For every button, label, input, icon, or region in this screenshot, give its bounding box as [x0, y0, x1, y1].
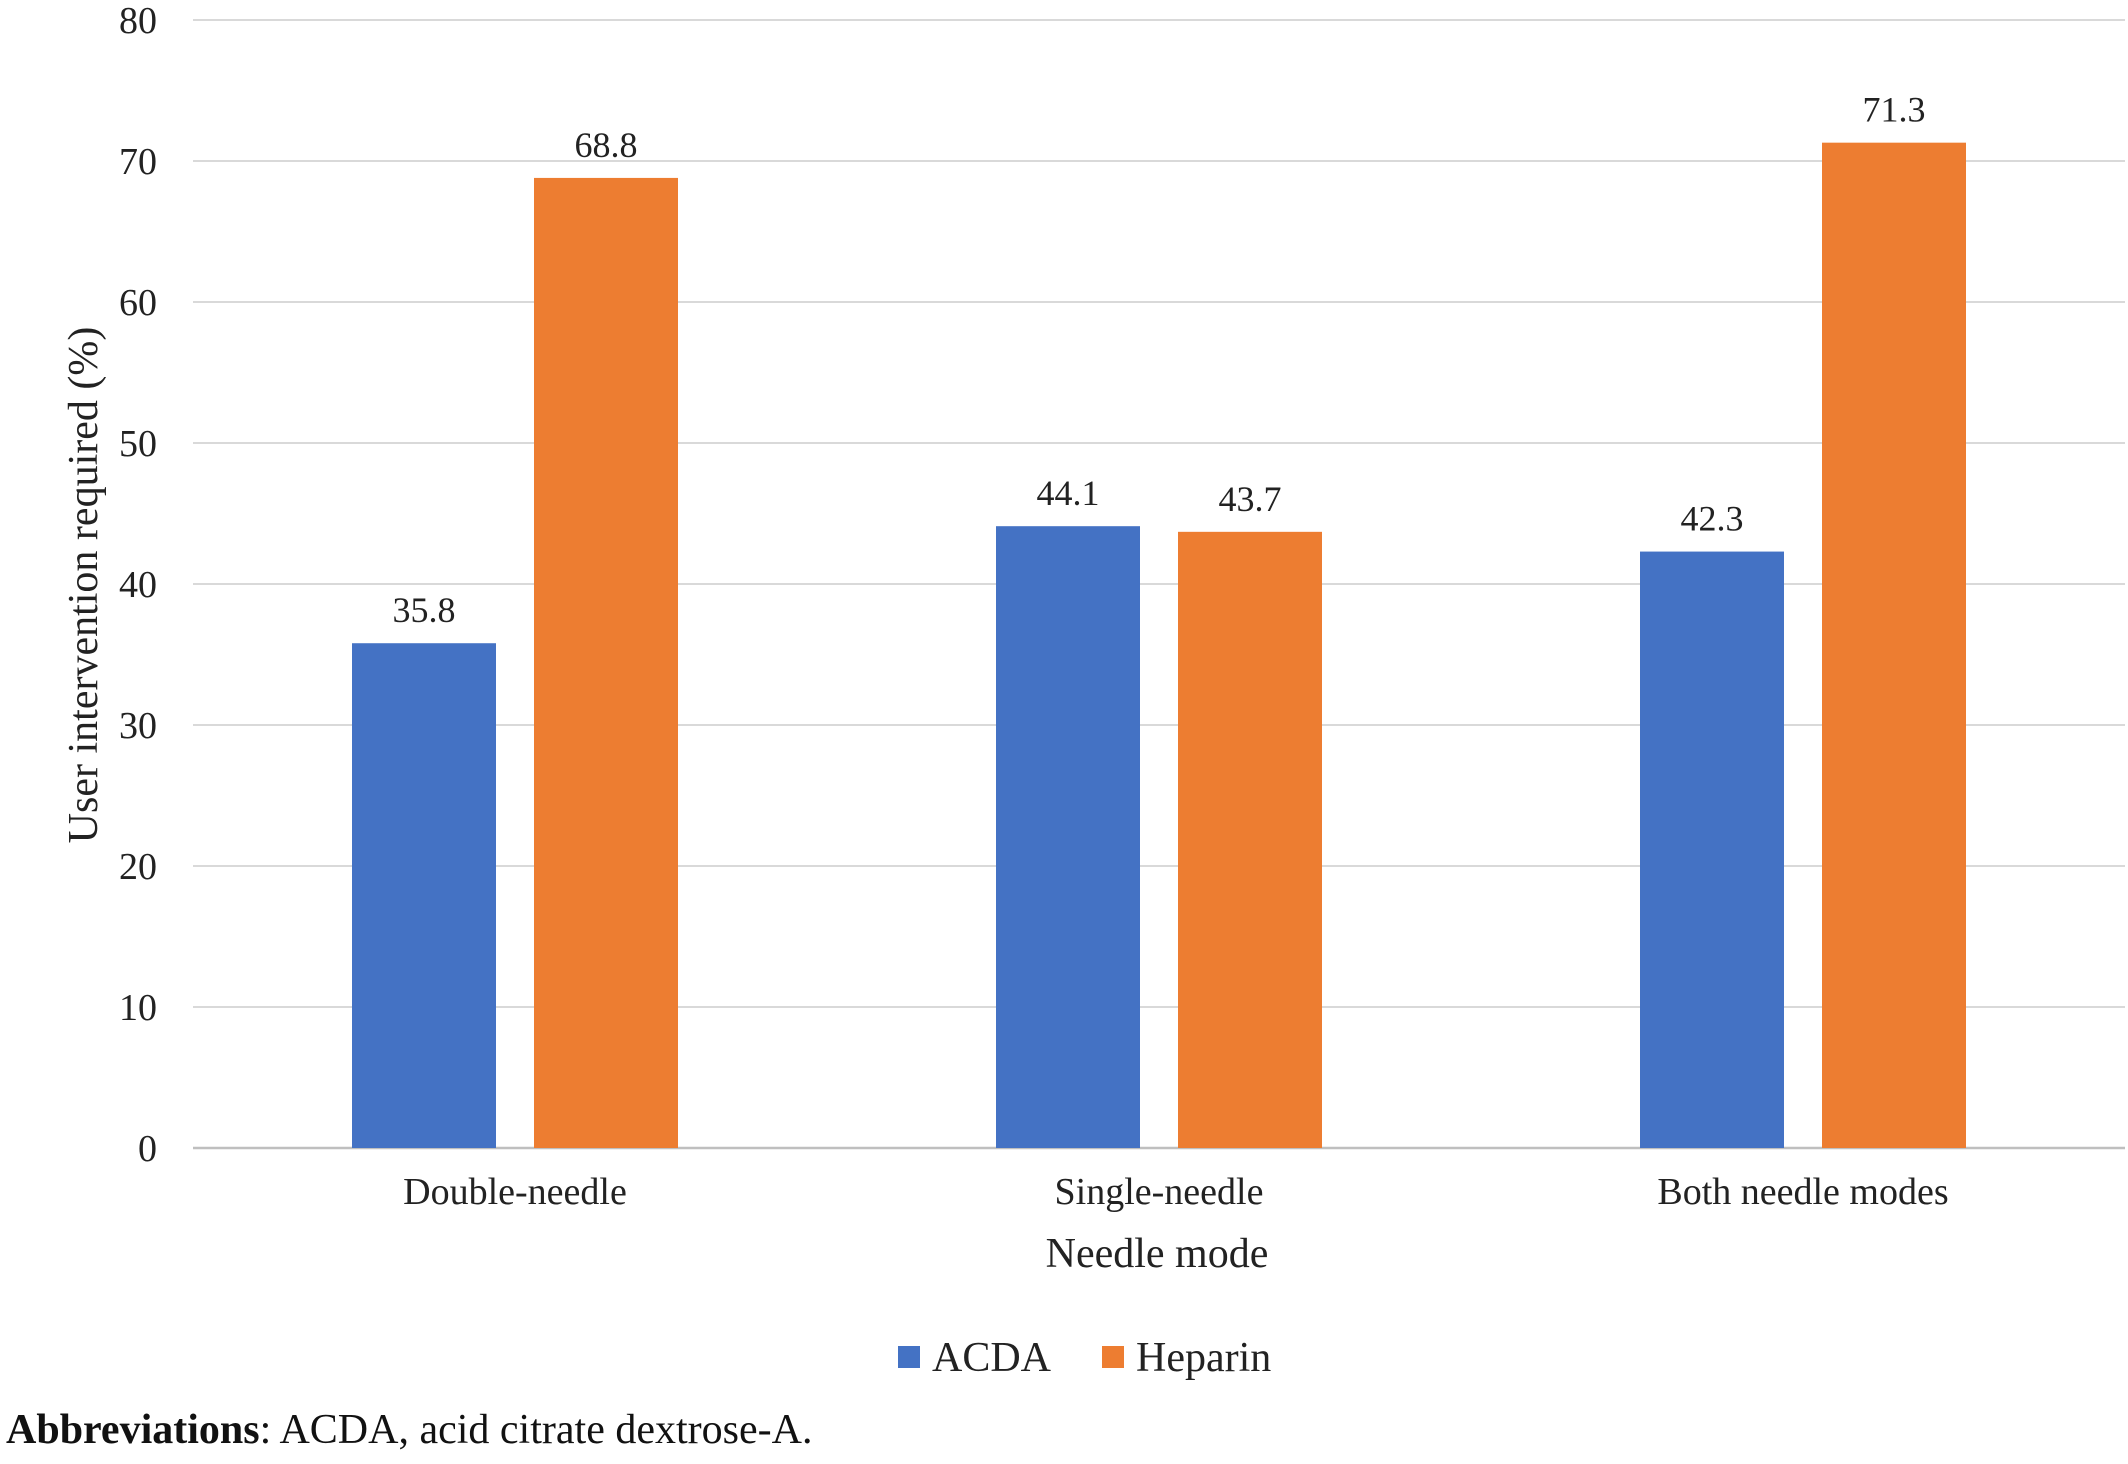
footnote: Abbreviations: ACDA, acid citrate dextro…: [6, 1406, 812, 1454]
data-label: 71.3: [1863, 90, 1926, 130]
data-label: 43.7: [1219, 479, 1282, 519]
y-tick-label: 10: [119, 987, 157, 1029]
gridlines: [193, 19, 2125, 1150]
y-axis-title: User intervention required (%): [61, 327, 107, 844]
legend-label: ACDA: [932, 1335, 1052, 1381]
data-label: 68.8: [575, 125, 638, 165]
footnote-text: : ACDA, acid citrate dextrose-A.: [259, 1407, 813, 1453]
y-tick-label: 50: [119, 423, 157, 465]
legend: ACDA Heparin: [898, 1335, 1271, 1381]
footnote-label: Abbreviations: [6, 1407, 260, 1453]
data-label: 44.1: [1037, 473, 1100, 513]
x-tick-label: Double-needle: [403, 1171, 627, 1213]
legend-swatch-acda: [898, 1346, 920, 1368]
y-tick-label: 80: [119, 0, 157, 42]
x-tick-label: Both needle modes: [1657, 1171, 1948, 1213]
y-tick-label: 30: [119, 705, 157, 747]
bar-heparin-0: [534, 177, 678, 1149]
bar-acda-2: [1640, 551, 1784, 1148]
bar-acda-1: [996, 526, 1140, 1148]
bar-acda-0: [352, 643, 496, 1148]
bar-heparin-1: [1178, 531, 1322, 1148]
x-axis-title: Needle mode: [1046, 1231, 1269, 1277]
y-axis-ticks: 0 10 20 30 40 50 60 70 80: [119, 0, 157, 1170]
data-labels: 35.8 68.8 44.1 43.7 42.3 71.3: [393, 90, 1926, 631]
y-tick-label: 70: [119, 141, 157, 183]
legend-label: Heparin: [1136, 1335, 1271, 1381]
x-axis-ticks: Double-needle Single-needle Both needle mo…: [403, 1171, 1948, 1213]
data-label: 35.8: [393, 590, 456, 630]
x-tick-label: Single-needle: [1055, 1171, 1264, 1213]
bars: [352, 142, 1966, 1149]
y-tick-label: 0: [138, 1128, 157, 1170]
bar-heparin-2: [1822, 142, 1966, 1149]
y-tick-label: 40: [119, 564, 157, 606]
data-label: 42.3: [1681, 499, 1744, 539]
y-tick-label: 60: [119, 282, 157, 324]
legend-swatch-heparin: [1102, 1346, 1124, 1368]
y-tick-label: 20: [119, 846, 157, 888]
